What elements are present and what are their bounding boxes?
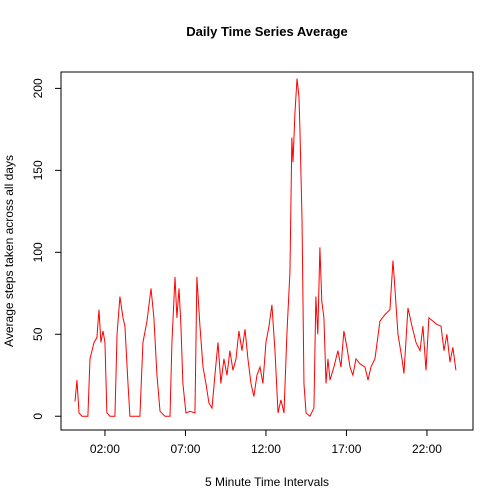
x-tick-label: 17:00 (331, 442, 361, 456)
data-line (74, 78, 457, 418)
y-tick-label: 100 (31, 242, 45, 262)
x-axis-label: 5 Minute Time Intervals (205, 475, 329, 489)
x-tick-label: 12:00 (251, 442, 281, 456)
y-tick-label: 0 (31, 413, 45, 420)
x-tick-label: 22:00 (412, 442, 442, 456)
chart-title: Daily Time Series Average (186, 24, 347, 39)
y-tick-label: 150 (31, 160, 45, 180)
y-axis-label: Average steps taken across all days (2, 155, 16, 347)
x-tick-label: 07:00 (170, 442, 200, 456)
plot-box (60, 71, 474, 431)
y-tick-label: 50 (31, 327, 45, 341)
y-tick-label: 200 (31, 78, 45, 98)
x-tick-label: 02:00 (90, 442, 120, 456)
